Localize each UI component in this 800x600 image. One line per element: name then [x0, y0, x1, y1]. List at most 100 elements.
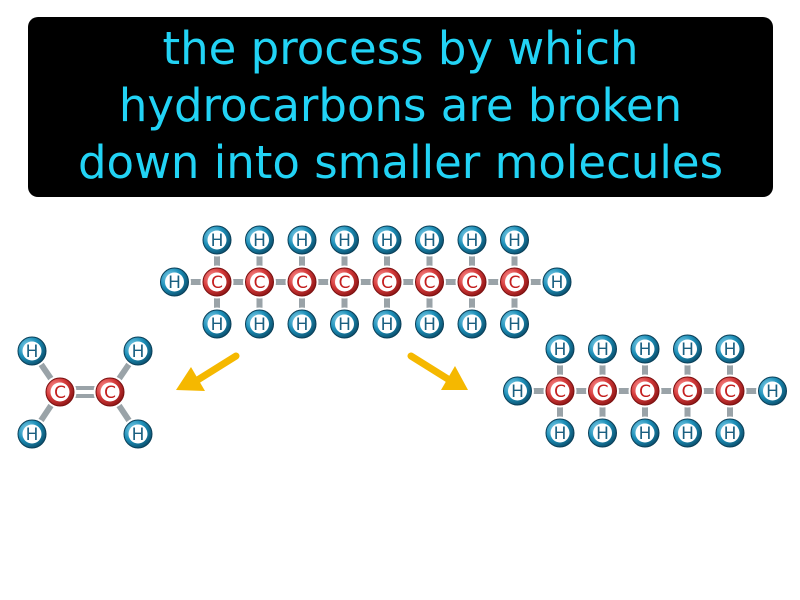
hydrogen-atom: H — [200, 223, 234, 257]
carbon-atom: C — [455, 265, 489, 299]
hydrogen-label: H — [381, 315, 394, 335]
hydrogen-label: H — [554, 424, 567, 444]
carbon-label: C — [296, 273, 308, 293]
hydrogen-atom: H — [121, 417, 155, 451]
hydrogen-label: H — [26, 342, 39, 362]
hydrogen-label: H — [211, 231, 224, 251]
carbon-atom: C — [713, 374, 747, 408]
carbon-atom: C — [628, 374, 662, 408]
carbon-atom: C — [200, 265, 234, 299]
hydrogen-label: H — [639, 424, 652, 444]
hydrogen-label: H — [596, 424, 609, 444]
carbon-label: C — [339, 273, 351, 293]
hydrogen-atom: H — [498, 223, 531, 257]
hydrogen-atom: H — [455, 223, 489, 257]
carbon-label: C — [639, 382, 651, 402]
hydrogen-atom: H — [713, 332, 747, 366]
hydrogen-label: H — [466, 231, 479, 251]
carbon-atom: C — [93, 375, 127, 409]
carbon-label: C — [104, 383, 116, 403]
hydrogen-atom: H — [543, 416, 577, 450]
hydrogen-label: H — [724, 424, 737, 444]
carbon-atom: C — [498, 265, 531, 299]
hydrogen-label: H — [551, 273, 564, 293]
hydrogen-atom: H — [413, 223, 446, 257]
definition-line-1: the process by which — [162, 22, 639, 75]
hydrogen-label: H — [253, 315, 266, 335]
hydrogen-atom: H — [713, 416, 747, 450]
hydrogen-label: H — [639, 340, 652, 360]
octane-molecule: H H H H H H H H H H H H H H H H H H C C C C C C C C — [158, 223, 574, 341]
hydrogen-atom: H — [586, 416, 619, 450]
hydrogen-label: H — [466, 315, 479, 335]
hydrogen-atom: H — [586, 332, 619, 366]
hydrogen-label: H — [681, 424, 694, 444]
hydrogen-atom: H — [121, 334, 155, 368]
hydrogen-label: H — [511, 382, 524, 402]
hydrogen-label: H — [338, 315, 351, 335]
carbon-atom: C — [328, 265, 361, 299]
carbon-label: C — [509, 273, 521, 293]
carbon-label: C — [554, 382, 566, 402]
hydrogen-atom: H — [628, 416, 662, 450]
definition-line-2: hydrocarbons are broken — [118, 79, 683, 132]
hydrogen-atom: H — [200, 307, 234, 341]
hydrogen-atom: H — [756, 374, 789, 408]
hydrogen-label: H — [211, 315, 224, 335]
hydrogen-atom: H — [158, 265, 191, 299]
carbon-label: C — [466, 273, 478, 293]
hydrogen-label: H — [508, 315, 521, 335]
carbon-atom: C — [671, 374, 704, 408]
hexane-molecule: H H H H H H H H H H H H C C C C C — [501, 332, 789, 450]
hydrogen-atom: H — [285, 307, 319, 341]
arrow-icon-right — [407, 352, 468, 390]
hydrogen-label: H — [132, 342, 145, 362]
carbon-atom: C — [370, 265, 404, 299]
carbon-atom: C — [285, 265, 319, 299]
hydrogen-atom: H — [370, 223, 404, 257]
hydrogen-atom: H — [413, 307, 446, 341]
hydrogen-label: H — [253, 231, 266, 251]
hydrogen-atom: H — [243, 307, 276, 341]
hydrogen-label: H — [596, 340, 609, 360]
hydrogen-atom: H — [628, 332, 662, 366]
carbon-atom: C — [43, 375, 77, 409]
hydrogen-atom: H — [540, 265, 574, 299]
carbon-label: C — [597, 382, 609, 402]
carbon-atom: C — [413, 265, 446, 299]
hydrogen-label: H — [296, 231, 309, 251]
ethene-molecule: H H H H C C — [15, 334, 155, 451]
carbon-atom: C — [543, 374, 577, 408]
hydrogen-atom: H — [15, 417, 49, 451]
hydrogen-label: H — [132, 425, 145, 445]
carbon-label: C — [424, 273, 436, 293]
carbon-label: C — [682, 382, 694, 402]
hydrogen-label: H — [338, 231, 351, 251]
hydrogen-label: H — [381, 231, 394, 251]
hydrogen-label: H — [296, 315, 309, 335]
hydrogen-atom: H — [501, 374, 534, 408]
hydrogen-label: H — [26, 425, 39, 445]
hydrogen-atom: H — [671, 416, 704, 450]
hydrogen-atom: H — [543, 332, 577, 366]
hydrogen-label: H — [508, 231, 521, 251]
hydrogen-atom: H — [370, 307, 404, 341]
hydrogen-atom: H — [455, 307, 489, 341]
carbon-label: C — [54, 383, 66, 403]
carbon-atom: C — [586, 374, 619, 408]
hydrogen-label: H — [423, 315, 436, 335]
hydrogen-label: H — [724, 340, 737, 360]
hydrogen-atom: H — [243, 223, 276, 257]
carbon-label: C — [211, 273, 223, 293]
arrow-icon-left — [176, 352, 240, 391]
hydrogen-atom: H — [671, 332, 704, 366]
definition-caption: the process by which hydrocarbons are br… — [28, 17, 773, 197]
carbon-label: C — [724, 382, 736, 402]
hydrogen-label: H — [554, 340, 567, 360]
hydrogen-atom: H — [15, 334, 49, 368]
hydrogen-atom: H — [285, 223, 319, 257]
hydrogen-atom: H — [328, 307, 361, 341]
hydrogen-label: H — [168, 273, 181, 293]
hydrogen-label: H — [766, 382, 779, 402]
